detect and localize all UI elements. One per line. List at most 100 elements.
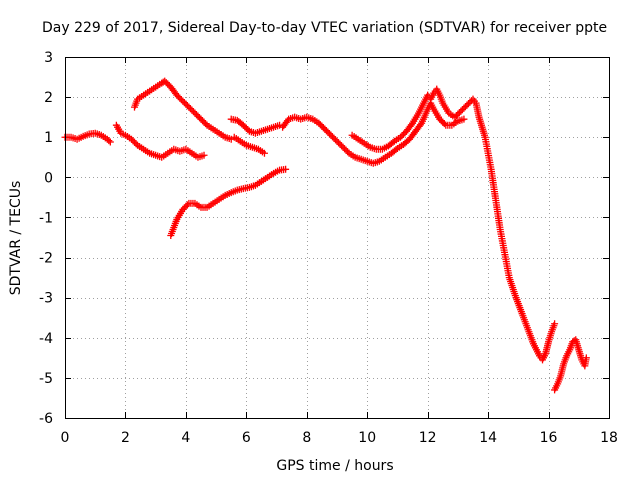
data-point: [399, 130, 407, 138]
data-point: [242, 124, 250, 132]
y-axis-label: SDTVAR / TECUs: [8, 181, 24, 296]
data-point: [131, 138, 139, 146]
x-tick-label: 12: [419, 430, 437, 446]
data-point: [239, 121, 247, 129]
data-point: [440, 120, 448, 128]
data-point: [191, 109, 199, 117]
series-arc-9: [551, 336, 590, 394]
y-tick-label: 2: [44, 90, 53, 106]
data-point: [195, 114, 203, 122]
data-point: [162, 79, 170, 87]
data-point: [460, 115, 468, 123]
y-tick-label: -1: [39, 210, 53, 226]
data-point: [192, 111, 200, 119]
data-point: [180, 204, 188, 212]
y-tick-label: 3: [44, 50, 53, 66]
data-point: [179, 97, 187, 105]
y-tick-label: 0: [44, 170, 53, 186]
data-point: [407, 121, 415, 129]
y-tick-label: -4: [39, 331, 53, 347]
data-point: [260, 149, 268, 157]
data-point: [582, 354, 590, 362]
data-point: [185, 103, 193, 111]
data-point: [182, 100, 190, 108]
data-point: [461, 103, 469, 111]
data-point: [186, 105, 194, 113]
data-point: [436, 115, 444, 123]
data-point: [339, 143, 347, 151]
data-point: [458, 106, 466, 114]
x-tick-label: 4: [181, 430, 190, 446]
data-point: [330, 134, 338, 142]
series-arc-1: [61, 129, 114, 146]
data-point: [180, 99, 188, 107]
data-point: [325, 130, 333, 138]
data-point: [466, 98, 474, 106]
data-point: [105, 137, 113, 145]
data-point: [324, 128, 332, 136]
data-point: [318, 122, 326, 130]
grid-lines: [65, 57, 609, 418]
data-point: [328, 133, 336, 141]
x-tick-label: 18: [600, 430, 618, 446]
x-tick-label: 2: [121, 430, 130, 446]
data-point: [551, 320, 559, 328]
data-point: [327, 131, 335, 139]
series-arc-3: [131, 77, 235, 143]
data-point: [197, 115, 205, 123]
data-point: [176, 94, 184, 102]
data-point: [437, 117, 445, 125]
data-point: [457, 107, 465, 115]
data-point: [455, 109, 463, 117]
data-point: [189, 108, 197, 116]
data-point: [392, 146, 400, 154]
data-point: [335, 139, 343, 147]
data-point: [338, 142, 346, 150]
data-point: [200, 118, 208, 126]
data-point: [454, 110, 462, 118]
data-point: [177, 96, 185, 104]
data-point: [460, 104, 468, 112]
data-point: [452, 112, 460, 120]
data-point: [439, 118, 447, 126]
data-point: [188, 106, 196, 114]
data-point: [244, 126, 252, 134]
chart-title: Day 229 of 2017, Sidereal Day-to-day VTE…: [42, 20, 607, 36]
data-point: [161, 77, 169, 85]
data-point: [341, 145, 349, 153]
x-tick-label: 16: [540, 430, 558, 446]
x-tick-label: 14: [479, 430, 497, 446]
data-point: [319, 124, 327, 132]
data-point: [200, 151, 208, 159]
y-tick-label: -6: [39, 411, 53, 427]
y-tick-label: -2: [39, 251, 53, 267]
data-point: [241, 123, 249, 131]
data-point: [199, 117, 207, 125]
x-tick-label: 10: [358, 430, 376, 446]
data-point: [416, 121, 424, 129]
data-point: [106, 138, 114, 146]
data-point: [183, 102, 191, 110]
axis-ticks: [65, 57, 610, 419]
data-point: [194, 112, 202, 120]
data-point: [451, 113, 459, 121]
series-arc-4: [167, 165, 290, 239]
data-point: [129, 137, 137, 145]
x-tick-label: 0: [61, 430, 70, 446]
data-point: [321, 125, 329, 133]
data-point: [464, 100, 472, 108]
series-arc-5: [227, 115, 284, 137]
x-tick-label: 6: [242, 430, 251, 446]
data-point: [389, 138, 397, 146]
data-point: [322, 127, 330, 135]
series-arc-2: [112, 121, 208, 161]
x-tick-label: 8: [302, 430, 311, 446]
data-point: [127, 135, 135, 143]
data-point: [202, 120, 210, 128]
data-point: [183, 201, 191, 209]
data-point: [333, 137, 341, 145]
data-point: [174, 93, 182, 101]
data-point: [316, 121, 324, 129]
